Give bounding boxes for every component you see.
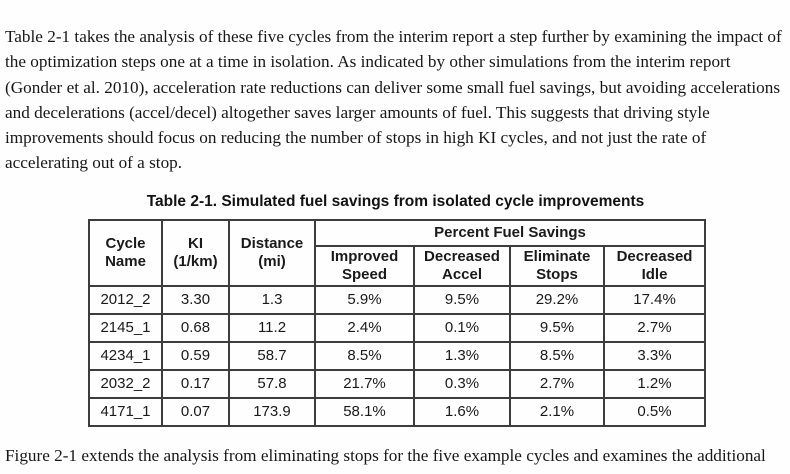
table-cell: 29.2% bbox=[509, 284, 605, 315]
column-header-decreased-idle: Decreased Idle bbox=[602, 244, 707, 287]
table-cell: 5.9% bbox=[314, 284, 415, 315]
table-header-row-sub: Improved Speed Decreased Accel Eliminate… bbox=[89, 244, 707, 287]
column-header-eliminate-stops: Eliminate Stops bbox=[509, 244, 605, 287]
table-cell: 1.6% bbox=[413, 396, 511, 427]
table-cell: 9.5% bbox=[509, 312, 605, 343]
table-row: 2012_2 3.30 1.3 5.9% 9.5% 29.2% 17.4% bbox=[88, 284, 707, 315]
table-cell: 0.1% bbox=[413, 312, 511, 343]
table-cell: 1.3 bbox=[228, 284, 316, 315]
column-header-improved-speed: Improved Speed bbox=[314, 244, 415, 287]
table-cell: 21.7% bbox=[314, 368, 415, 399]
table-cell: 58.1% bbox=[314, 396, 415, 427]
table-cell: 17.4% bbox=[602, 284, 707, 315]
column-header-decreased-accel: Decreased Accel bbox=[413, 244, 511, 287]
table-cell: 2145_1 bbox=[88, 312, 163, 343]
table-cell: 8.5% bbox=[314, 340, 415, 371]
table-cell: 3.3% bbox=[602, 340, 707, 371]
table-cell: 2.7% bbox=[602, 312, 707, 343]
table-row: 2032_2 0.17 57.8 21.7% 0.3% 2.7% 1.2% bbox=[88, 368, 707, 399]
table-cell: 1.3% bbox=[413, 340, 511, 371]
table-cell: 1.2% bbox=[602, 368, 707, 399]
table-cell: 0.17 bbox=[161, 368, 230, 399]
table-header-row-group: Cycle Name KI (1/km) Distance (mi) Perce… bbox=[88, 218, 707, 287]
table-cell: 173.9 bbox=[228, 396, 316, 427]
table-cell: 8.5% bbox=[509, 340, 605, 371]
table-cell: 2.4% bbox=[314, 312, 415, 343]
table-row: 4171_1 0.07 173.9 58.1% 1.6% 2.1% 0.5% bbox=[88, 396, 707, 427]
table-row: 4234_1 0.59 58.7 8.5% 1.3% 8.5% 3.3% bbox=[88, 340, 707, 371]
table-cell: 11.2 bbox=[228, 312, 316, 343]
table-caption: Table 2-1. Simulated fuel savings from i… bbox=[146, 192, 645, 210]
column-header-distance: Distance (mi) bbox=[228, 218, 316, 287]
column-header-cycle-name: Cycle Name bbox=[88, 218, 163, 287]
table-cell: 2.7% bbox=[509, 368, 605, 399]
table-cell: 4171_1 bbox=[88, 396, 163, 427]
table-cell: 9.5% bbox=[413, 284, 511, 315]
table-cell: 57.8 bbox=[228, 368, 316, 399]
table-cell: 0.68 bbox=[161, 312, 230, 343]
table-cell: 2.1% bbox=[509, 396, 605, 427]
table-cell: 0.3% bbox=[413, 368, 511, 399]
table-cell: 0.07 bbox=[161, 396, 230, 427]
table-cell: 3.30 bbox=[161, 284, 230, 315]
table-row: 2145_1 0.68 11.2 2.4% 0.1% 9.5% 2.7% bbox=[88, 312, 707, 343]
table-cell: 0.5% bbox=[602, 396, 707, 427]
table-cell: 2032_2 bbox=[88, 368, 163, 399]
table-cell: 0.59 bbox=[161, 340, 230, 371]
paragraph-top: Table 2-1 takes the analysis of these fi… bbox=[5, 27, 782, 173]
table-cell: 58.7 bbox=[228, 340, 316, 371]
table-cell: 4234_1 bbox=[88, 340, 163, 371]
column-group-header-percent-fuel-savings: Percent Fuel Savings bbox=[313, 218, 707, 247]
fuel-savings-table: Cycle Name KI (1/km) Distance (mi) Perce… bbox=[88, 218, 707, 427]
paragraph-bottom: Figure 2-1 extends the analysis from eli… bbox=[5, 445, 766, 474]
table-cell: 2012_2 bbox=[88, 284, 163, 315]
column-header-ki: KI (1/km) bbox=[161, 218, 230, 287]
